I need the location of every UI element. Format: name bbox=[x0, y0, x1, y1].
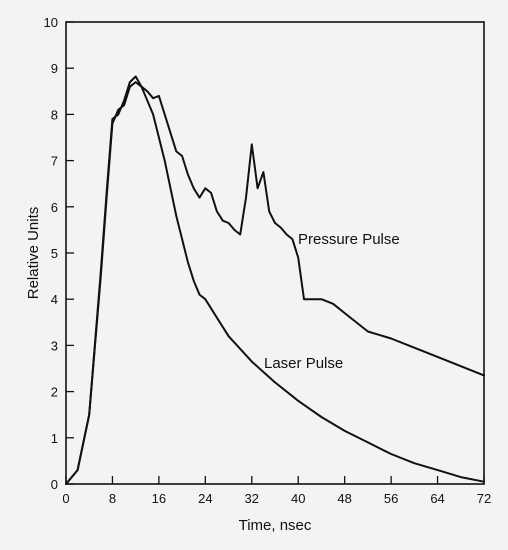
x-tick-label-8: 64 bbox=[430, 491, 444, 506]
laser-pulse-label: Laser Pulse bbox=[264, 355, 343, 372]
x-tick-label-1: 8 bbox=[109, 491, 116, 506]
y-tick-label-9: 9 bbox=[51, 61, 58, 76]
y-tick-label-1: 1 bbox=[51, 431, 58, 446]
y-axis-title: Relative Units bbox=[25, 207, 42, 300]
y-tick-label-0: 0 bbox=[51, 477, 58, 492]
pressure-pulse-line bbox=[65, 81, 485, 485]
y-tick-label-7: 7 bbox=[51, 154, 58, 169]
y-tick-label-10: 10 bbox=[44, 15, 58, 30]
x-tick-label-2: 16 bbox=[152, 491, 166, 506]
pressure-pulse-label: Pressure Pulse bbox=[298, 231, 400, 248]
y-tick-label-4: 4 bbox=[51, 292, 58, 307]
y-tick-label-2: 2 bbox=[51, 385, 58, 400]
x-axis-title: Time, nsec bbox=[239, 517, 312, 534]
x-tick-label-9: 72 bbox=[477, 491, 491, 506]
x-tick-label-6: 48 bbox=[337, 491, 351, 506]
y-tick-label-3: 3 bbox=[51, 338, 58, 353]
y-tick-label-5: 5 bbox=[51, 246, 58, 261]
x-tick-label-7: 56 bbox=[384, 491, 398, 506]
x-tick-label-4: 32 bbox=[245, 491, 259, 506]
x-tick-label-3: 24 bbox=[198, 491, 212, 506]
series-group bbox=[65, 75, 485, 485]
y-tick-label-8: 8 bbox=[51, 107, 58, 122]
laser-pulse-line bbox=[65, 75, 485, 485]
x-tick-label-0: 0 bbox=[62, 491, 69, 506]
x-tick-label-5: 40 bbox=[291, 491, 305, 506]
y-tick-label-6: 6 bbox=[51, 200, 58, 215]
